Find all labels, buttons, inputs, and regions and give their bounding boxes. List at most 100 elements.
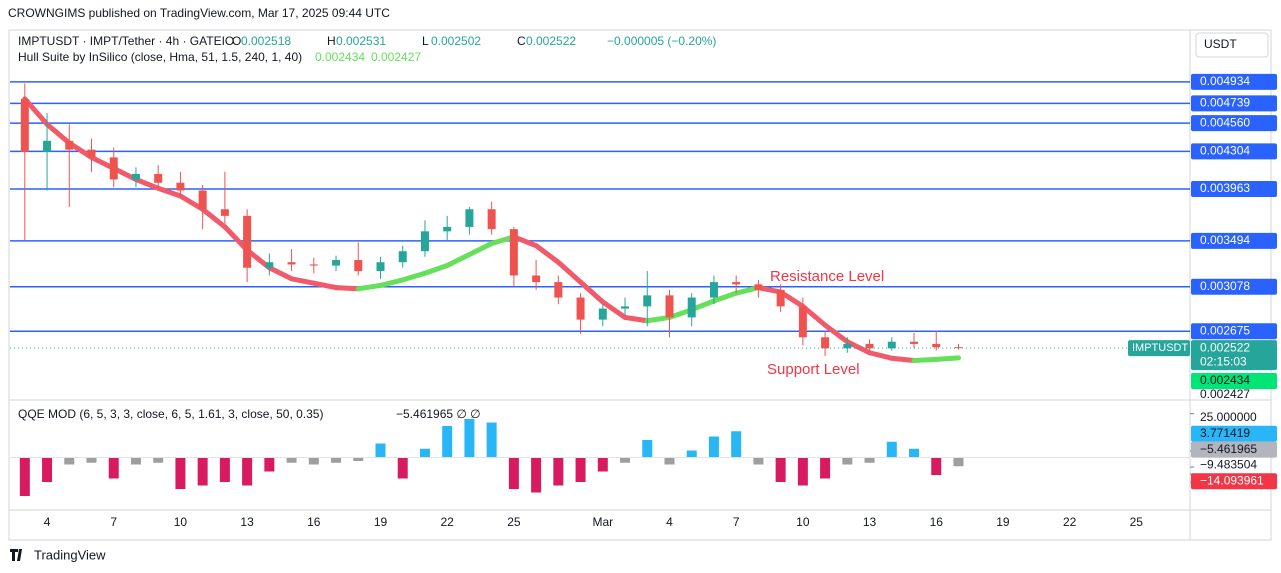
histogram-bar <box>308 457 319 465</box>
candle-body <box>532 275 541 283</box>
level-label-box <box>1191 278 1277 295</box>
currency[interactable]: USDT <box>1204 37 1237 51</box>
histogram-bar <box>597 457 608 472</box>
candle-body <box>643 295 652 307</box>
level-label-box <box>1191 143 1277 160</box>
hull-segment <box>200 206 228 230</box>
ohlc-value: 0.002522 <box>526 34 576 48</box>
histogram-bar <box>64 457 75 465</box>
histogram-bar <box>286 457 297 463</box>
hull-segment <box>355 282 383 292</box>
level-label: 0.002675 <box>1200 323 1250 337</box>
hull-segment <box>400 270 428 283</box>
histogram-bar <box>731 431 742 458</box>
value-box <box>1191 441 1277 458</box>
hull-segment <box>844 339 873 356</box>
hull-segment <box>311 280 339 291</box>
hull-segment <box>911 356 939 363</box>
histogram-bar <box>686 450 697 458</box>
histogram-bar <box>108 457 119 479</box>
level-label-box <box>1191 181 1277 198</box>
candle-body <box>87 149 96 158</box>
hull-segment <box>333 285 361 292</box>
hull-segment <box>289 276 317 286</box>
candle-body <box>687 297 696 318</box>
candle-body <box>621 306 630 309</box>
candle-body <box>287 262 296 265</box>
candle-body <box>798 306 807 338</box>
x-tick-label: 19 <box>374 515 388 529</box>
candle-body <box>732 282 741 285</box>
candle-body <box>754 284 763 290</box>
histogram-bar <box>708 436 719 458</box>
candle-body <box>709 282 718 298</box>
candle-body <box>376 262 385 272</box>
value-label: 3.771419 <box>1200 426 1250 440</box>
candle-body <box>20 98 29 152</box>
candle-body <box>354 260 363 272</box>
histogram-bar <box>219 457 230 482</box>
histogram-bar <box>886 441 897 458</box>
ohlc-value: 0.002502 <box>431 34 481 48</box>
ohlc-label: O <box>232 34 241 48</box>
histogram-bar <box>953 457 964 467</box>
candle-body <box>932 343 941 348</box>
candle-body <box>821 337 830 349</box>
qqe-status: −5.461965 ∅ ∅ <box>396 407 481 421</box>
value-label: 25.000000 <box>1200 410 1257 424</box>
candle-body <box>309 264 318 266</box>
candle-body <box>443 226 452 232</box>
value-box <box>1191 425 1277 442</box>
candle-body <box>554 282 563 298</box>
qqe-title: QQE MOD (6, 5, 3, 3, close, 6, 5, 1.61, … <box>18 407 323 421</box>
histogram-bar <box>331 457 342 463</box>
annotation: Support Level <box>767 361 860 378</box>
symbol-label: IMPTUSDT <box>1132 342 1189 354</box>
hull-segment <box>711 290 739 304</box>
histogram-bar <box>508 457 519 489</box>
candle-body <box>887 341 896 349</box>
value-label: −14.093961 <box>1200 473 1264 487</box>
x-tick-label: 10 <box>174 515 188 529</box>
hull-segment <box>933 355 961 362</box>
histogram-bar <box>842 457 853 465</box>
histogram-bar <box>820 457 831 479</box>
hull-segment <box>155 185 183 199</box>
level-label: 0.003078 <box>1200 279 1250 293</box>
histogram-bar <box>86 457 97 463</box>
histogram-bar <box>42 457 53 482</box>
histogram-bar <box>642 440 653 458</box>
candle-body <box>576 297 585 320</box>
currency-box[interactable] <box>1195 32 1269 58</box>
candle-body <box>487 209 496 230</box>
hull-segment <box>266 265 295 282</box>
histogram-bar <box>553 457 564 486</box>
level-label: 0.004739 <box>1200 96 1250 110</box>
candle-body <box>865 343 874 349</box>
price-label: 0.002522 <box>1200 340 1250 354</box>
candle-body <box>776 289 785 307</box>
ohlc-value: 0.002531 <box>336 34 386 48</box>
x-tick-label: 22 <box>1063 515 1077 529</box>
symbol-box <box>1128 340 1190 357</box>
value-label: −9.483504 <box>1200 458 1257 472</box>
hull-segment <box>889 355 917 363</box>
hull-segment <box>133 176 161 191</box>
histogram-bar <box>175 457 186 489</box>
histogram-bar <box>264 457 275 472</box>
candle-body <box>243 215 252 268</box>
level-label-box <box>1191 73 1277 90</box>
x-tick-label: 25 <box>1130 515 1144 529</box>
histogram-bar <box>797 457 808 486</box>
hull-segment <box>377 277 406 288</box>
histogram-bar <box>620 457 631 463</box>
histogram-bar <box>775 457 786 482</box>
histogram-bar <box>353 457 364 461</box>
hull-segment <box>44 121 72 146</box>
level-label: 0.004304 <box>1200 144 1250 158</box>
histogram-bar <box>464 419 475 458</box>
histogram-bar <box>664 457 675 465</box>
footer-logo <box>10 549 22 561</box>
level-label: 0.004934 <box>1200 74 1250 88</box>
